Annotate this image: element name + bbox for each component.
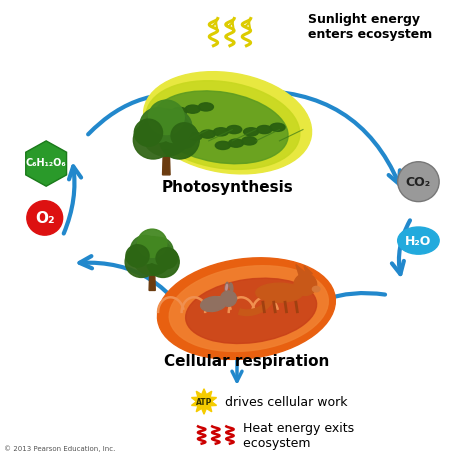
Ellipse shape [270, 124, 285, 132]
Circle shape [142, 110, 191, 157]
Ellipse shape [215, 142, 230, 150]
Circle shape [137, 230, 167, 258]
Ellipse shape [187, 133, 202, 141]
Ellipse shape [230, 283, 233, 292]
Circle shape [130, 236, 160, 264]
Ellipse shape [157, 258, 336, 359]
Ellipse shape [213, 128, 228, 136]
Ellipse shape [312, 287, 320, 292]
Ellipse shape [200, 131, 215, 139]
Text: Photosynthesis: Photosynthesis [162, 179, 293, 194]
Circle shape [27, 201, 63, 236]
Ellipse shape [257, 126, 272, 134]
Ellipse shape [169, 266, 328, 352]
Text: H₂O: H₂O [405, 235, 432, 248]
Circle shape [160, 121, 199, 160]
Circle shape [145, 238, 173, 264]
Ellipse shape [256, 283, 303, 303]
Text: ATP: ATP [196, 397, 212, 406]
Circle shape [126, 245, 149, 268]
Circle shape [148, 101, 184, 135]
Ellipse shape [144, 72, 311, 174]
Polygon shape [296, 265, 305, 276]
Polygon shape [26, 142, 66, 187]
Ellipse shape [185, 106, 200, 114]
Text: drives cellular work: drives cellular work [220, 395, 347, 408]
Text: Sunlight energy
enters ecosystem: Sunlight energy enters ecosystem [308, 13, 432, 40]
Text: O₂: O₂ [35, 211, 55, 226]
Circle shape [171, 123, 197, 149]
Polygon shape [304, 266, 312, 276]
Ellipse shape [398, 228, 439, 255]
Ellipse shape [198, 104, 213, 112]
Polygon shape [149, 270, 155, 291]
Circle shape [158, 111, 192, 143]
Circle shape [133, 121, 173, 160]
Circle shape [132, 237, 172, 276]
Circle shape [125, 247, 157, 278]
Ellipse shape [159, 111, 174, 118]
Text: © 2013 Pearson Education, Inc.: © 2013 Pearson Education, Inc. [4, 445, 115, 451]
Ellipse shape [226, 285, 228, 290]
Ellipse shape [228, 140, 244, 148]
Ellipse shape [146, 81, 300, 170]
Ellipse shape [244, 128, 259, 136]
Circle shape [220, 291, 237, 307]
Text: Cellular respiration: Cellular respiration [164, 354, 329, 369]
Ellipse shape [225, 283, 228, 292]
Circle shape [140, 109, 176, 143]
Ellipse shape [153, 91, 288, 164]
Circle shape [398, 162, 439, 202]
Text: CO₂: CO₂ [406, 176, 431, 189]
Ellipse shape [186, 278, 317, 344]
Circle shape [134, 120, 163, 147]
Circle shape [156, 248, 178, 269]
Text: C₆H₁₂O₆: C₆H₁₂O₆ [26, 158, 66, 168]
Ellipse shape [201, 297, 226, 312]
Ellipse shape [227, 126, 242, 134]
Polygon shape [191, 389, 217, 414]
Ellipse shape [172, 108, 187, 116]
Circle shape [294, 274, 317, 296]
Polygon shape [163, 151, 170, 176]
Ellipse shape [242, 137, 257, 146]
Text: Heat energy exits
 ecosystem: Heat energy exits ecosystem [239, 421, 355, 449]
Circle shape [147, 247, 179, 278]
